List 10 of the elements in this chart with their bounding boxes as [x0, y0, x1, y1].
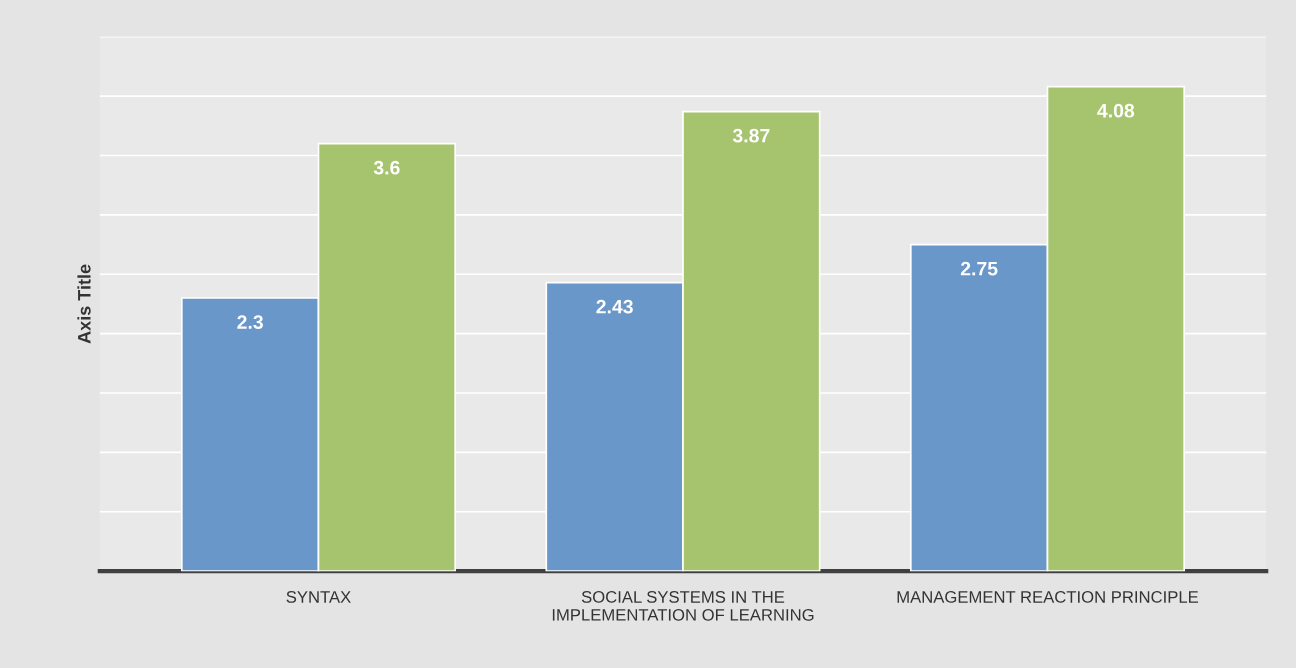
data-label: 4.08 — [1097, 103, 1135, 118]
data-label: 2.75 — [960, 261, 998, 276]
data-label: 3.87 — [732, 128, 770, 143]
y-axis-title: Axis Title — [77, 264, 91, 344]
x-tick-label: SOCIAL SYSTEMS IN THE IMPLEMENTATION OF LEARNING — [552, 591, 814, 621]
data-label: 2.3 — [237, 315, 263, 329]
x-tick-label: SYNTAX — [286, 591, 351, 603]
data-label: 3.6 — [373, 160, 400, 175]
x-tick-label: MANAGEMENT REACTION PRINCIPLE — [897, 591, 1199, 603]
data-label: 2.43 — [596, 299, 633, 314]
